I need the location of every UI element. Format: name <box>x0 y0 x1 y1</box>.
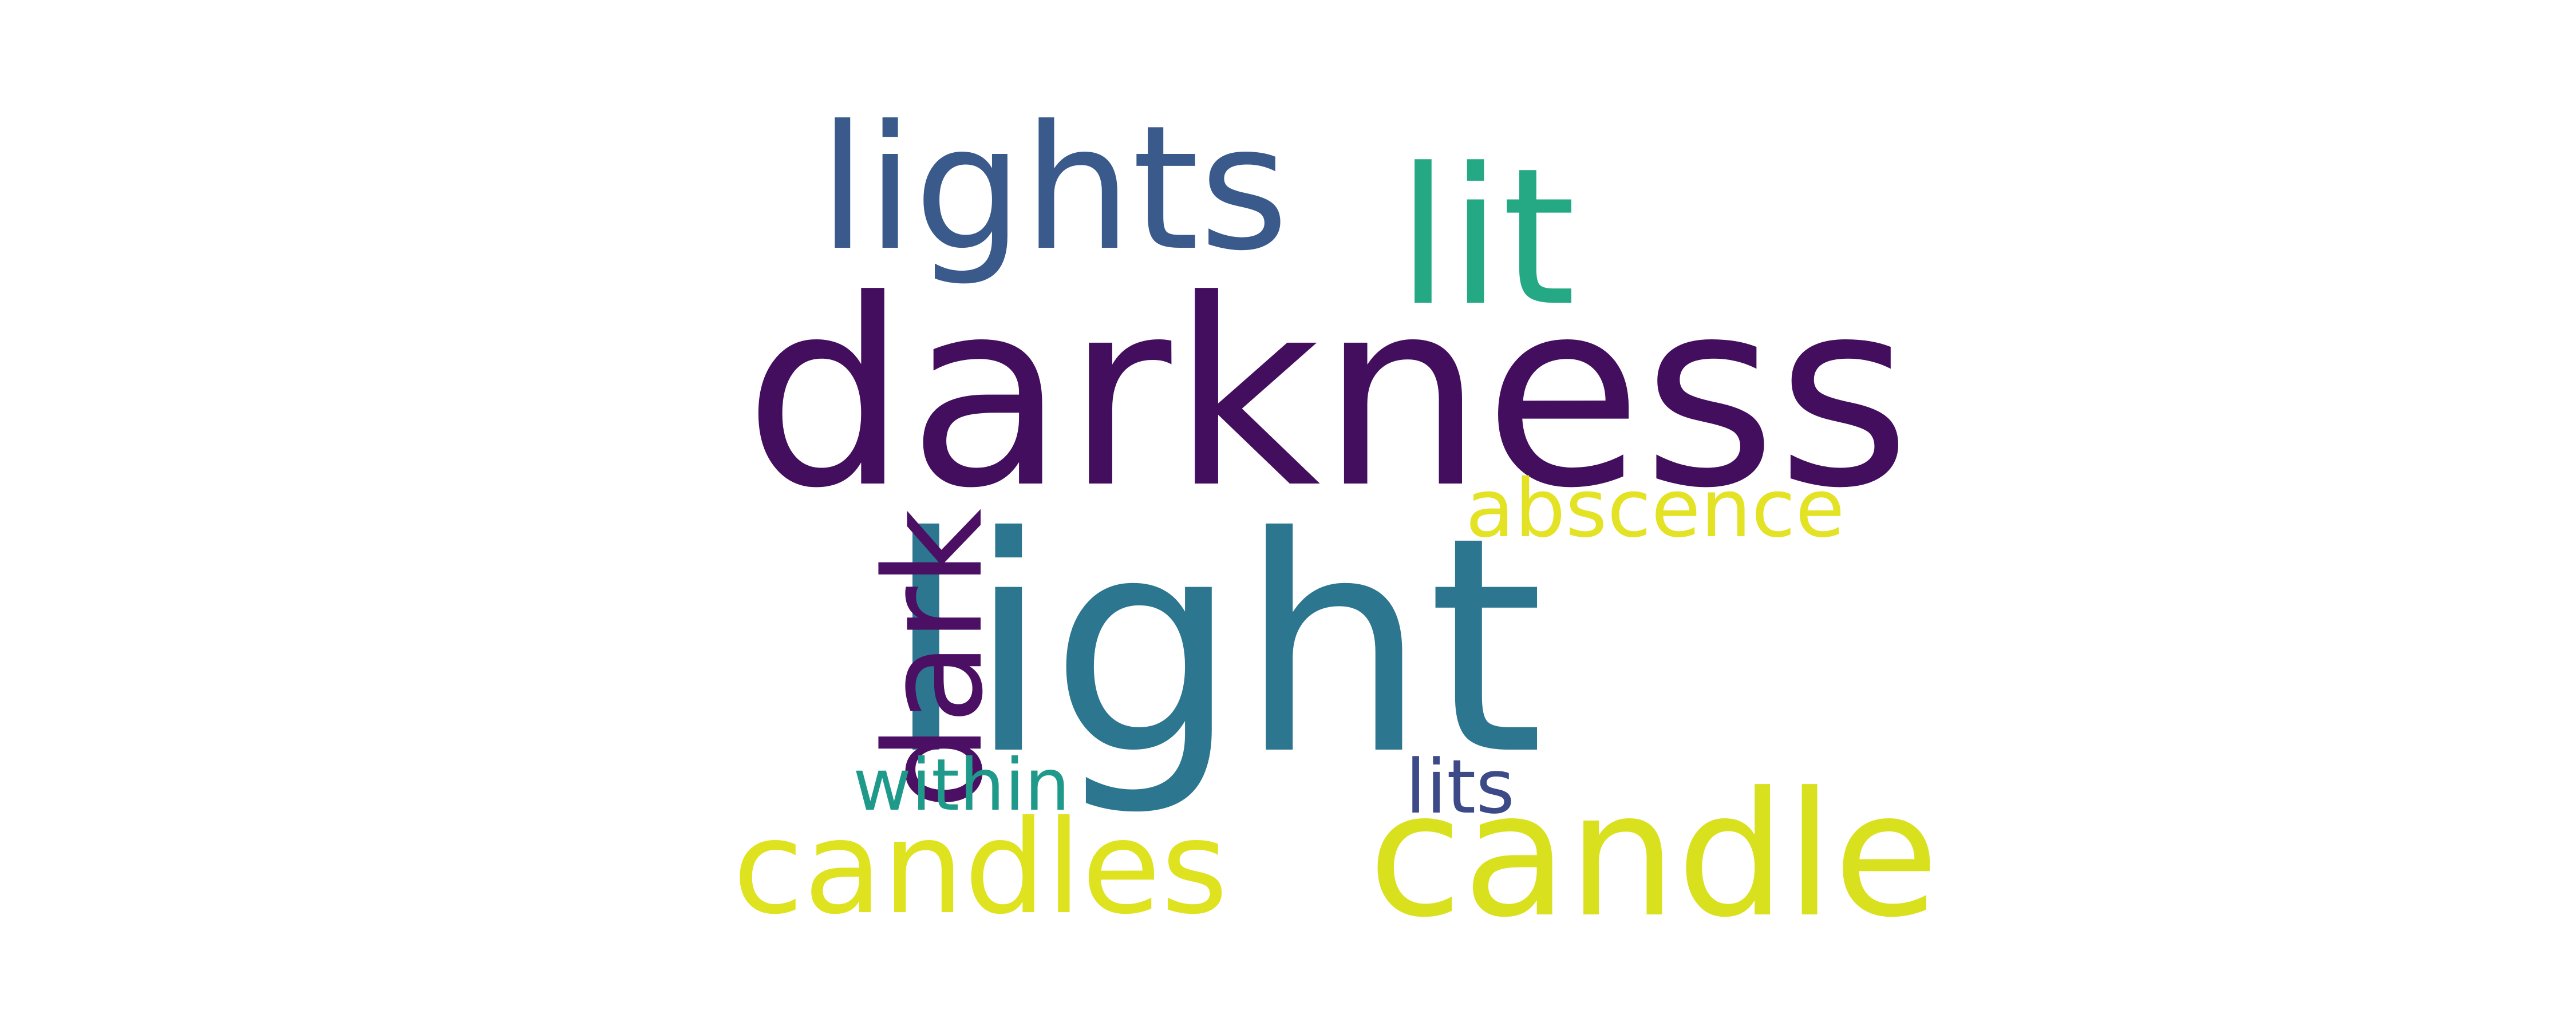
word-candles: candles <box>733 793 1228 943</box>
word-lit: lit <box>1397 128 1576 347</box>
word-candle: candle <box>1368 755 1939 955</box>
word-lits: lits <box>1405 743 1515 830</box>
word-within: within <box>853 744 1070 827</box>
word-light: light <box>884 473 1544 820</box>
word-abscence: abscence <box>1465 462 1845 556</box>
word-lights: lights <box>819 89 1289 288</box>
word-darkness: darkness <box>744 245 1911 545</box>
